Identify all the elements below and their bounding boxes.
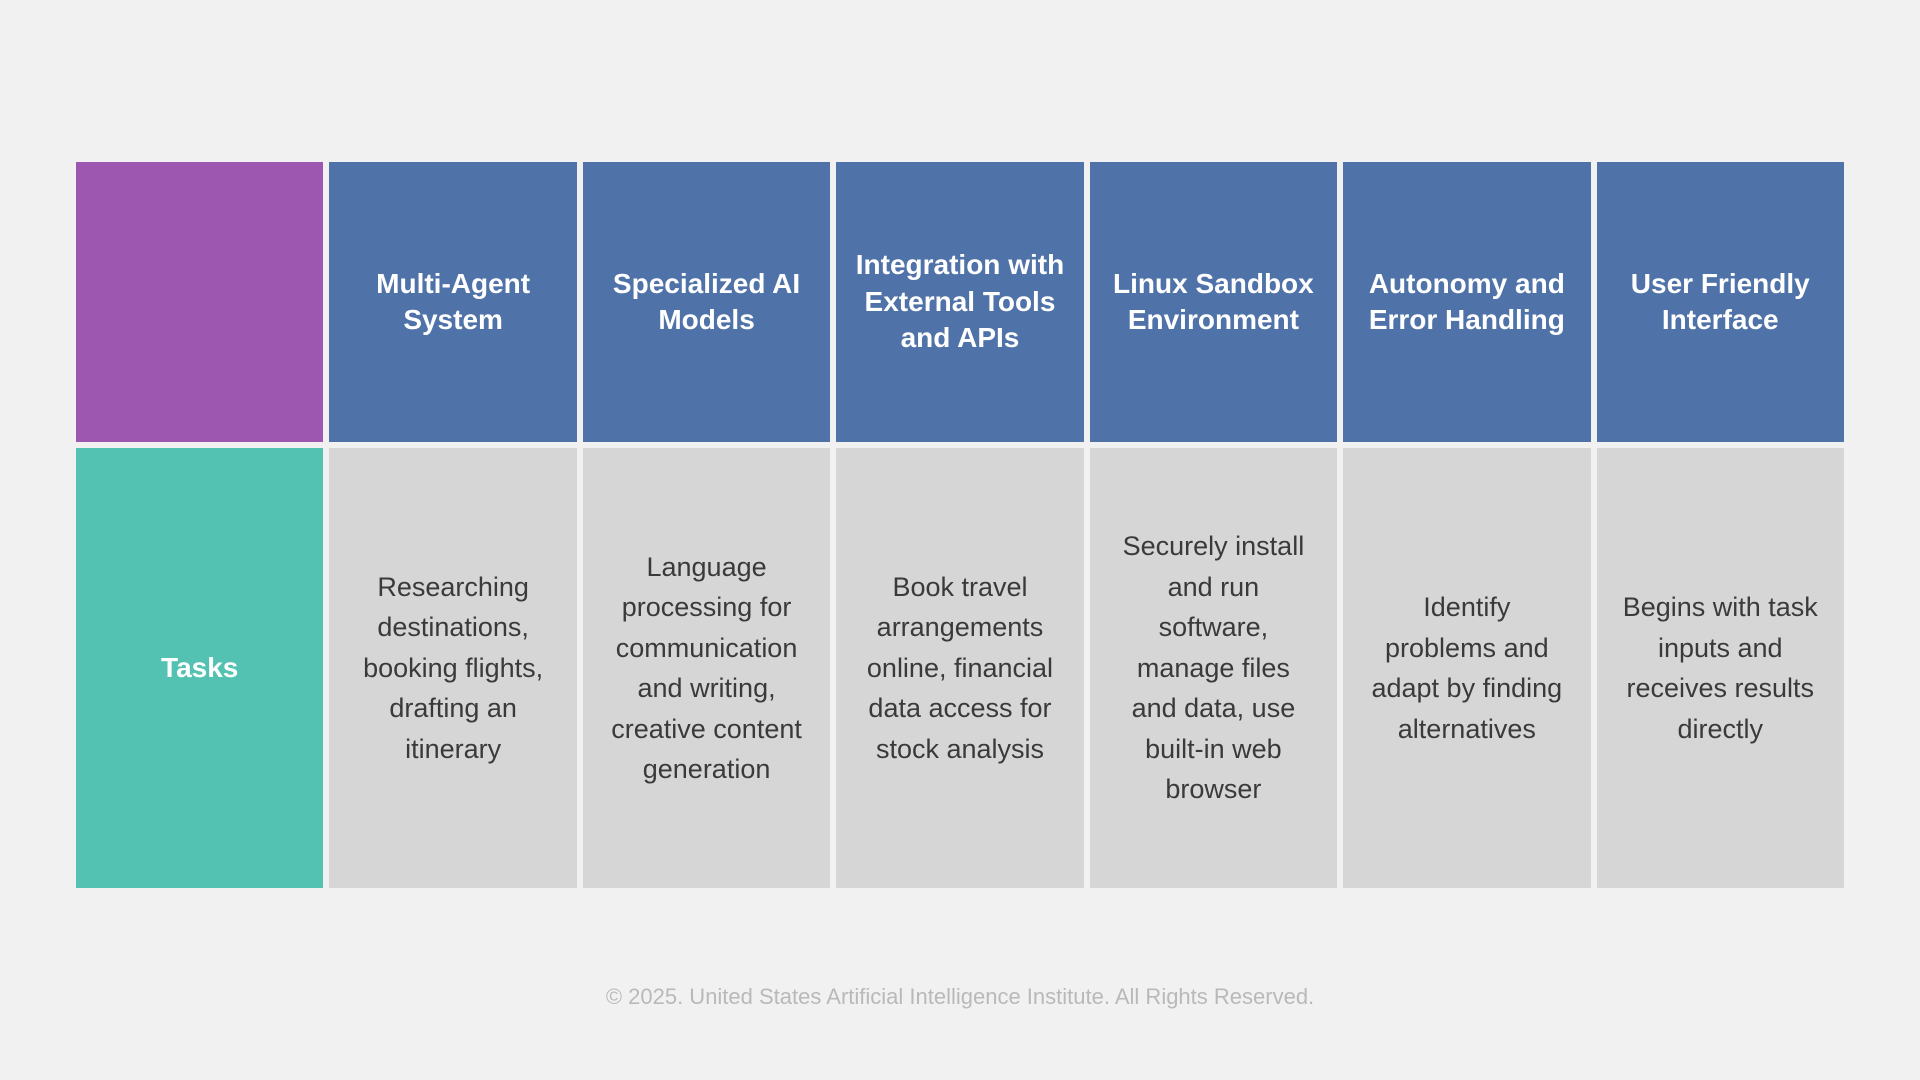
comparison-table: Multi-Agent System Specialized AI Models… — [70, 156, 1850, 894]
footer-copyright: © 2025. United States Artificial Intelli… — [0, 984, 1920, 1010]
cell-5: Begins with task inputs and receives res… — [1597, 448, 1844, 888]
table-row: Tasks Researching destinations, booking … — [76, 448, 1844, 888]
header-row: Multi-Agent System Specialized AI Models… — [76, 162, 1844, 442]
col-header-0: Multi-Agent System — [329, 162, 576, 442]
col-header-2: Integration with External Tools and APIs — [836, 162, 1083, 442]
col-header-3: Linux Sandbox Environment — [1090, 162, 1337, 442]
col-header-1: Specialized AI Models — [583, 162, 830, 442]
table: Multi-Agent System Specialized AI Models… — [70, 156, 1850, 894]
cell-4: Identify problems and adapt by finding a… — [1343, 448, 1590, 888]
cell-0: Researching destinations, booking flight… — [329, 448, 576, 888]
corner-cell — [76, 162, 323, 442]
col-header-4: Autonomy and Error Handling — [1343, 162, 1590, 442]
col-header-5: User Friendly Interface — [1597, 162, 1844, 442]
cell-1: Language processing for communication an… — [583, 448, 830, 888]
cell-2: Book travel arrangements online, financi… — [836, 448, 1083, 888]
cell-3: Securely install and run software, manag… — [1090, 448, 1337, 888]
row-label: Tasks — [76, 448, 323, 888]
